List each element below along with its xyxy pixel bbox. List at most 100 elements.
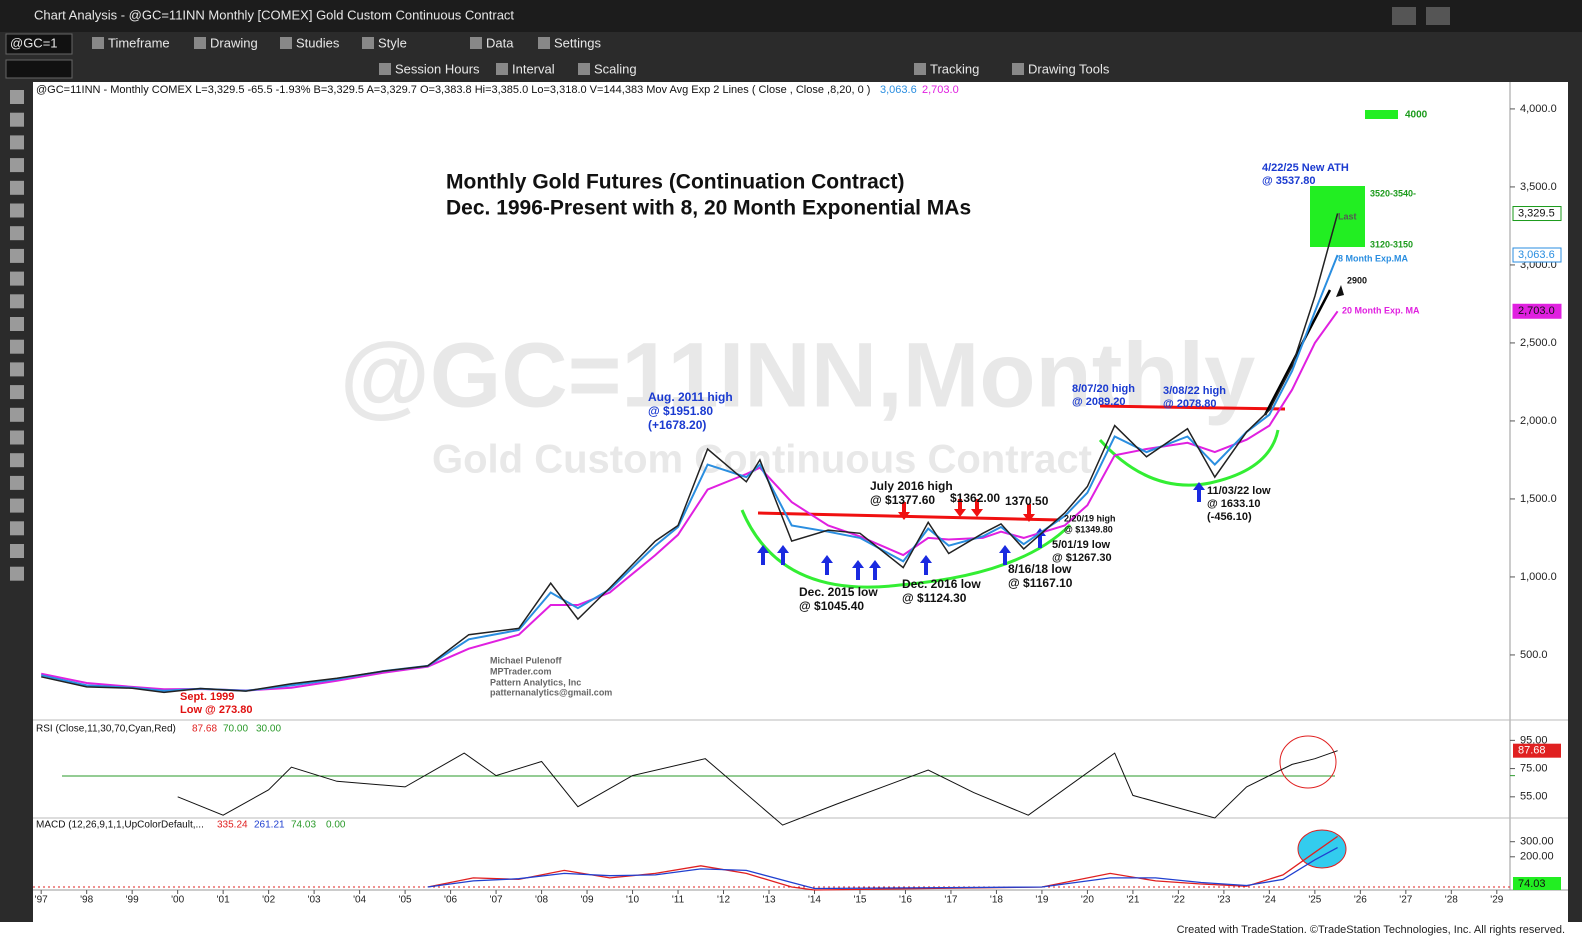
dropdown[interactable] bbox=[5, 59, 73, 79]
annotation: @ $1267.30 bbox=[1052, 552, 1112, 564]
tool-icon[interactable] bbox=[10, 226, 24, 241]
tool-icon[interactable] bbox=[10, 566, 24, 581]
chart-title: Monthly Gold Futures (Continuation Contr… bbox=[446, 171, 904, 194]
ma-line bbox=[40, 310, 1339, 692]
y-tick-label: 2,000.0 bbox=[1520, 415, 1557, 427]
tool-icon[interactable] bbox=[10, 294, 24, 309]
trend-line bbox=[1263, 289, 1332, 416]
tool-icon[interactable] bbox=[10, 112, 24, 127]
price-tag bbox=[1512, 303, 1562, 319]
y-tick-label: 55.00 bbox=[1520, 791, 1548, 803]
toolbar-button[interactable]: Style bbox=[378, 35, 407, 50]
tool-icon[interactable] bbox=[10, 248, 24, 263]
annotation: $1362.00 bbox=[950, 491, 1000, 505]
annotation: 2900 bbox=[1347, 275, 1367, 285]
tool-icon[interactable] bbox=[10, 453, 24, 468]
button[interactable] bbox=[1426, 7, 1450, 25]
annotation: @ $1167.10 bbox=[1008, 576, 1073, 590]
symbol[interactable]: @GC=1 bbox=[10, 35, 58, 50]
tool-icon[interactable] bbox=[10, 180, 24, 195]
tool-icon[interactable] bbox=[10, 544, 24, 558]
toolbar-button[interactable]: Session Hours bbox=[395, 61, 480, 76]
annotation: 11/03/22 low bbox=[1207, 485, 1271, 497]
price-tag-label: 3,063.6 bbox=[1518, 249, 1555, 261]
toolbar-button[interactable]: Timeframe bbox=[108, 35, 170, 50]
price-tag-label: 3,329.5 bbox=[1518, 207, 1555, 219]
tool-icon[interactable] bbox=[10, 498, 24, 513]
annotation: Last bbox=[1338, 211, 1357, 221]
rsi-reading: 70.00 bbox=[223, 724, 248, 735]
annotation: (-456.10) bbox=[1207, 511, 1252, 523]
tool-icon[interactable] bbox=[10, 90, 24, 104]
y-tick-label: 1,500.0 bbox=[1520, 493, 1557, 505]
y-tick-label: 4,000.0 bbox=[1520, 103, 1557, 115]
series-label: 8 Month Exp.MA bbox=[1338, 253, 1408, 263]
button[interactable] bbox=[1392, 7, 1416, 25]
y-tick-label: 2,500.0 bbox=[1520, 337, 1557, 349]
toolbar-icon bbox=[538, 37, 550, 49]
arrow-up bbox=[999, 545, 1011, 565]
annotation: @ $1045.40 bbox=[799, 599, 864, 613]
rsi-reading: 30.00 bbox=[256, 724, 281, 735]
base-arc bbox=[740, 509, 1072, 589]
y-tick-label: 75.00 bbox=[1520, 762, 1548, 774]
x-tick-label: '19 bbox=[1035, 895, 1048, 906]
arrow-up bbox=[920, 555, 932, 575]
ma-line bbox=[40, 254, 1339, 692]
toolbar-button[interactable]: Scaling bbox=[594, 61, 637, 76]
tool-icon[interactable] bbox=[10, 407, 24, 422]
y-tick-label: 200.00 bbox=[1520, 851, 1554, 863]
toolbar-button[interactable]: Tracking bbox=[930, 61, 979, 76]
x-tick-label: '00 bbox=[171, 895, 184, 906]
toolbar-button[interactable]: Drawing bbox=[210, 35, 258, 50]
toolbar-icon bbox=[1012, 63, 1024, 75]
tool-icon[interactable] bbox=[10, 158, 24, 173]
x-tick-label: '11 bbox=[672, 895, 685, 906]
tool-icon[interactable] bbox=[10, 339, 24, 354]
rsi-line bbox=[177, 750, 1338, 826]
symbol-box[interactable] bbox=[5, 33, 73, 55]
tool-icon[interactable] bbox=[10, 475, 24, 490]
tool-icon[interactable] bbox=[10, 271, 24, 286]
toolbar-button[interactable]: Drawing Tools bbox=[1028, 61, 1110, 76]
x-tick-label: '27 bbox=[1399, 895, 1412, 906]
annotation: 3520-3540- bbox=[1370, 188, 1416, 198]
macd-reading: 261.21 bbox=[254, 820, 285, 831]
annotation: @ 2078.80 bbox=[1163, 398, 1217, 410]
y-tick-label: 1,000.0 bbox=[1520, 571, 1557, 583]
toolbar-button[interactable]: Studies bbox=[296, 35, 340, 50]
tool-icon[interactable] bbox=[10, 362, 24, 377]
x-tick-label: '25 bbox=[1308, 895, 1321, 906]
tool-icon[interactable] bbox=[10, 203, 24, 218]
target-key bbox=[1365, 110, 1398, 119]
toolbar-button[interactable]: Settings bbox=[554, 35, 601, 50]
title-bar bbox=[0, 0, 1582, 32]
x-tick-label: '04 bbox=[353, 895, 366, 906]
tool-icon[interactable] bbox=[10, 430, 24, 445]
tool-icon[interactable] bbox=[10, 135, 24, 150]
price-tag bbox=[1512, 247, 1562, 263]
toolbar-button[interactable]: Interval bbox=[512, 61, 555, 76]
watermark: @GC=11INN,Monthly bbox=[340, 324, 1255, 426]
watermark: Gold Custom Continuous Contract bbox=[432, 438, 1092, 482]
annotation: 3120-3150 bbox=[1370, 239, 1413, 249]
tool-icon[interactable] bbox=[10, 521, 24, 536]
x-tick-label: '01 bbox=[217, 895, 230, 906]
arrow-up bbox=[821, 555, 833, 575]
toolbar-icon bbox=[470, 37, 482, 49]
x-tick-label: '05 bbox=[399, 895, 412, 906]
annotation: @ 2089.20 bbox=[1072, 396, 1126, 408]
tool-icon[interactable] bbox=[10, 385, 24, 400]
annotation: @ 3537.80 bbox=[1262, 175, 1316, 187]
tool-icon[interactable] bbox=[10, 317, 24, 331]
toolbar-icon bbox=[379, 63, 391, 75]
annotation: Aug. 2011 high bbox=[648, 390, 733, 404]
arrow-down bbox=[954, 499, 966, 517]
annotation: Dec. 2016 low bbox=[902, 577, 981, 591]
toolbar-button[interactable]: Data bbox=[486, 35, 514, 50]
price-tag-label: 87.68 bbox=[1518, 745, 1546, 757]
macd-reading: 74.03 bbox=[291, 820, 316, 831]
macd-reading: 0.00 bbox=[326, 820, 346, 831]
annotation: 1370.50 bbox=[1005, 494, 1049, 508]
y-tick-label: 95.00 bbox=[1520, 734, 1548, 746]
